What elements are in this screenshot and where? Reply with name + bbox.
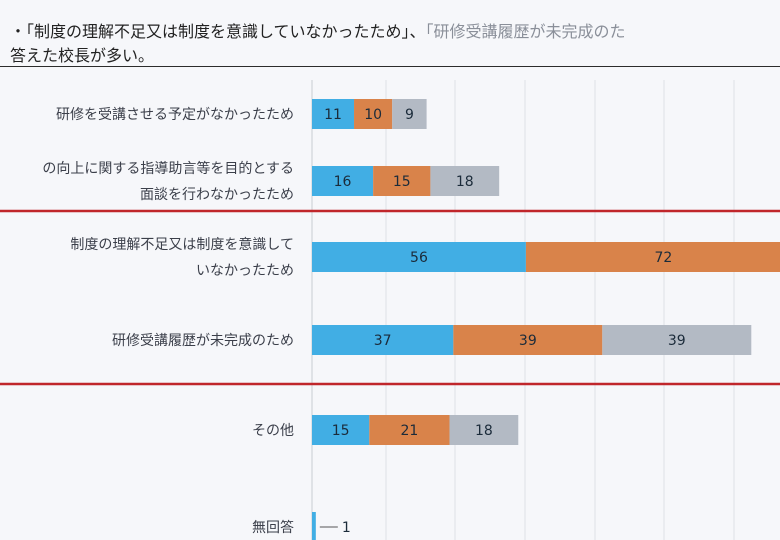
bar-2-series-1 [525, 242, 780, 272]
data-label-0-series-0: 11 [324, 107, 342, 123]
data-label-1-series-0: 16 [334, 174, 352, 190]
bar-5-series-0 [312, 512, 316, 540]
bar-4-series-1 [369, 415, 450, 445]
bar-3-series-0 [312, 325, 454, 355]
bar-1-series-1 [373, 166, 431, 196]
data-label-3-series-2: 39 [668, 333, 686, 349]
category-label-4-0: その他 [252, 423, 294, 439]
data-label-4-series-0: 15 [332, 423, 350, 439]
category-label-2-1: いなかったため [196, 263, 294, 279]
data-label-4-series-1: 21 [400, 423, 418, 439]
header-line-2: 答えた校長が多い。 [10, 46, 155, 65]
category-label-0-0: 研修を受講させる予定がなかったため [56, 107, 294, 123]
data-label-2-series-0: 56 [410, 250, 428, 266]
data-label-1-series-2: 18 [456, 174, 474, 190]
data-label-2-series-1: 72 [655, 250, 673, 266]
data-label-4-series-2: 18 [475, 423, 493, 439]
category-label-5-0: 無回答 [252, 519, 294, 536]
data-label-5-series-0: 1 [342, 520, 351, 536]
bar-4-series-0 [312, 415, 370, 445]
header-line-1: ・「制度の理解不足又は制度を意識していなかったため」、「研修受講履歴が未完成のた [10, 18, 626, 42]
data-label-3-series-1: 39 [519, 333, 537, 349]
data-label-0-series-1: 10 [364, 107, 382, 123]
header-line-1-faint: 「研修受講履歴が未完成のた [425, 22, 626, 41]
bar-1-series-2 [430, 166, 500, 196]
data-label-1-series-1: 15 [393, 174, 411, 190]
bar-0-series-1 [354, 99, 393, 129]
bar-0-series-0 [312, 99, 355, 129]
category-label-3-0: 研修受講履歴が未完成のため [112, 333, 294, 349]
bar-3-series-1 [453, 325, 603, 355]
header-line-1-main: ・「制度の理解不足又は制度を意識していなかったため」、 [10, 22, 426, 41]
bar-1-series-0 [312, 166, 374, 196]
category-label-1-0: の向上に関する指導助言等を目的とする [42, 160, 294, 177]
data-label-0-series-2: 9 [405, 107, 414, 123]
bar-2-series-0 [312, 242, 526, 272]
category-label-2-0: 制度の理解不足又は制度を意識して [70, 236, 294, 253]
bar-3-series-2 [602, 325, 752, 355]
category-label-1-1: 面談を行わなかったため [140, 187, 294, 203]
header-note: ・「制度の理解不足又は制度を意識していなかったため」、「研修受講履歴が未完成のた… [0, 14, 780, 67]
bar-0-series-2 [392, 99, 427, 129]
bar-4-series-2 [449, 415, 519, 445]
data-label-3-series-0: 37 [374, 333, 392, 349]
